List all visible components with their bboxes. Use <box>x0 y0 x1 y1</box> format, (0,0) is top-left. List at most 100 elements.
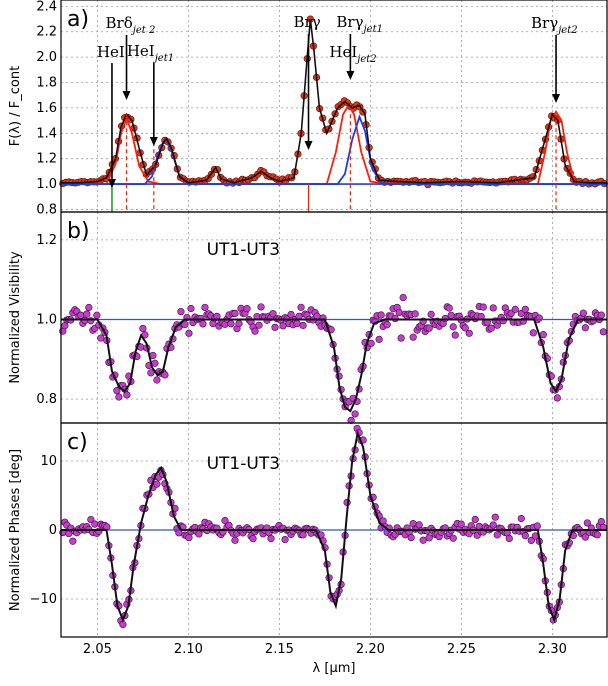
visibility-point <box>297 303 305 311</box>
y-tick-label: 1.2 <box>36 152 57 167</box>
phase-point <box>153 480 161 488</box>
visibility-point <box>383 321 391 329</box>
line-marker-label: Brγjet1 <box>336 13 383 35</box>
y-axis-label: F(λ) / F_cont <box>8 66 23 146</box>
line-name-subscript: jet 2 <box>131 25 156 36</box>
phase-point <box>457 520 465 528</box>
line-name: HeI <box>127 42 155 60</box>
y-tick-label: 1.4 <box>36 126 57 141</box>
phase-point <box>419 536 427 544</box>
visibility-point <box>113 387 121 395</box>
visibility-point <box>499 317 507 325</box>
line-marker-arrowhead <box>107 179 116 188</box>
line-name: Brγ <box>336 13 363 31</box>
visibility-point <box>147 369 155 377</box>
phase-point <box>231 536 239 544</box>
y-tick-label: 1.6 <box>36 101 57 116</box>
visibility-point <box>581 324 589 332</box>
visibility-point <box>351 410 359 418</box>
visibility-point <box>487 324 495 332</box>
line-marker-label: HeI <box>97 43 125 61</box>
visibility-point <box>445 304 453 312</box>
line-name-subscript: jet2 <box>355 54 376 65</box>
visibility-point <box>161 371 169 379</box>
y-tick-label: 2.4 <box>36 0 57 14</box>
line-marker-label: HeIjet2 <box>329 43 376 65</box>
visibility-point <box>185 329 193 337</box>
phase-point <box>249 535 257 543</box>
panel-label: a) <box>67 7 89 32</box>
phase-point <box>91 520 99 528</box>
visibility-point <box>597 311 605 319</box>
x-axis-label: λ [μm] <box>313 661 356 676</box>
visibility-point <box>243 305 251 313</box>
visibility-point <box>367 339 375 347</box>
phase-point <box>87 515 95 524</box>
phase-point <box>281 535 289 544</box>
y-tick-label: −10 <box>30 592 57 607</box>
visibility-point <box>271 323 279 331</box>
visibility-point <box>279 322 287 330</box>
visibility-point <box>287 310 295 319</box>
line-name: Brγ <box>531 14 558 32</box>
visibility-point <box>181 320 189 329</box>
visibility-point <box>313 312 321 320</box>
phase-point <box>491 513 499 521</box>
visibility-point <box>257 303 265 311</box>
visibility-point <box>589 317 597 325</box>
line-marker-arrowhead <box>346 71 355 80</box>
phase-point <box>593 531 601 539</box>
visibility-point <box>251 327 259 335</box>
visibility-point <box>397 334 405 342</box>
phase-point <box>581 533 589 541</box>
x-tick-label: 2.15 <box>265 642 294 657</box>
frame-layer <box>60 0 608 638</box>
baseline-label: UT1-UT3 <box>207 454 280 474</box>
visibility-point <box>553 394 561 402</box>
phase-point <box>267 534 275 543</box>
y-tick-label: 1.8 <box>36 76 57 91</box>
phase-point <box>95 527 103 535</box>
line-marker-label: Brδjet 2 <box>106 14 156 36</box>
visibility-point <box>479 303 487 311</box>
phase-point <box>493 531 501 539</box>
line-name-subscript: jet1 <box>153 53 174 64</box>
line-marker-arrowhead <box>122 91 131 100</box>
y-tick-label: 2.2 <box>36 25 57 40</box>
visibility-point <box>153 376 161 384</box>
phase-point <box>521 532 529 540</box>
phase-point <box>533 522 541 530</box>
visibility-point <box>425 324 433 332</box>
line-name-subscript: jet2 <box>556 25 577 36</box>
visibility-point <box>511 305 519 313</box>
y-tick-label: 1.2 <box>36 233 57 248</box>
x-tick-label: 2.20 <box>356 642 385 657</box>
line-marker-arrowhead <box>149 137 158 146</box>
visibility-point <box>231 309 239 317</box>
visibility-point <box>521 305 529 313</box>
y-axis-label: Normalized Phases [deg] <box>8 449 23 611</box>
phase-point <box>471 515 479 524</box>
line-name-subscript: jet1 <box>362 24 383 35</box>
visibility-point <box>201 303 209 312</box>
total-fit-curve <box>61 18 607 184</box>
visibility-point <box>97 334 105 342</box>
phase-point <box>407 533 415 542</box>
text-layer: 0.8 1.0 1.2 1.4 1.6 1.8 2.0 2.2 2.4 a) F(λ) / F_co… <box>8 0 578 676</box>
line-marker-arrowhead <box>304 141 313 150</box>
visibility-point <box>255 321 263 329</box>
phase-point <box>425 534 433 542</box>
visibility-point <box>85 303 93 312</box>
phase-point <box>505 534 513 543</box>
visibility-point <box>599 328 607 336</box>
phase-point <box>449 534 457 542</box>
line-marker-arrowhead <box>552 94 561 103</box>
panel-frame <box>60 422 608 638</box>
visibility-point <box>411 310 419 318</box>
visibility-point <box>465 329 473 337</box>
line-marker-label: Brγ <box>294 13 321 31</box>
x-tick-label: 2.25 <box>447 642 476 657</box>
line-marker-label: Brγjet2 <box>531 14 578 36</box>
y-tick-label: 0 <box>49 523 57 538</box>
